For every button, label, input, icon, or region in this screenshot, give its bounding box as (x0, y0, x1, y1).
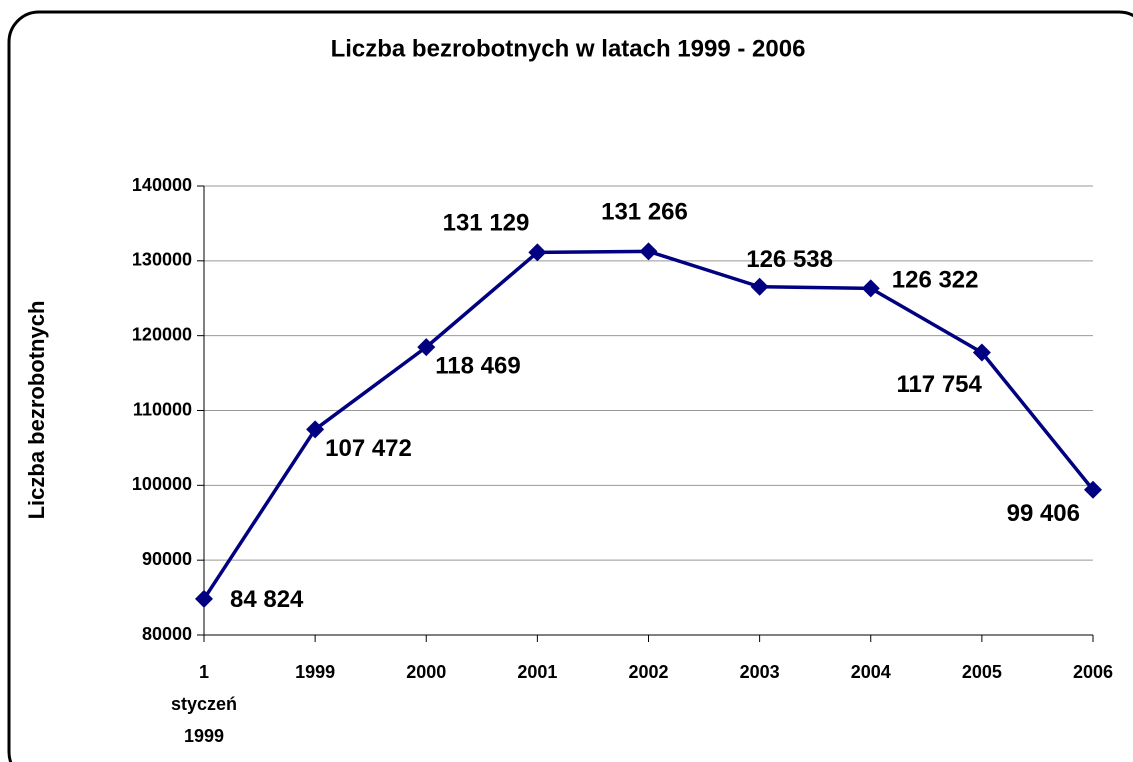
data-label: 118 469 (435, 352, 520, 379)
x-tick-label: 1999 (295, 662, 335, 682)
chart-title: Liczba bezrobotnych w latach 1999 - 2006 (331, 35, 806, 62)
y-tick-label: 90000 (142, 549, 192, 569)
y-axis-label: Liczba bezrobotnych (24, 301, 49, 520)
marker (972, 343, 991, 362)
x-tick-label: 2002 (628, 662, 668, 682)
data-label: 126 322 (892, 267, 979, 294)
marker (195, 589, 213, 608)
data-label: 107 472 (325, 435, 412, 462)
marker (1084, 480, 1102, 499)
y-tick-label: 100000 (132, 474, 192, 494)
x-tick-label: 2005 (962, 662, 1002, 682)
marker (639, 242, 658, 261)
x-tick-label: 2003 (740, 662, 780, 682)
y-tick-label: 140000 (132, 175, 192, 195)
y-tick-label: 130000 (132, 250, 192, 270)
data-label: 117 754 (896, 371, 982, 398)
y-tick-label: 110000 (133, 399, 192, 419)
data-label: 131 266 (601, 199, 688, 226)
x-tick-label: 1 styczeń 1999 (171, 662, 237, 746)
marker (528, 243, 547, 262)
data-label: 99 406 (1007, 500, 1080, 527)
x-tick-label: 2004 (851, 662, 891, 682)
marker (861, 279, 880, 298)
chart-border (7, 10, 1133, 762)
data-label: 126 538 (746, 246, 833, 273)
marker (306, 420, 325, 439)
x-tick-label: 2006 (1073, 662, 1113, 682)
x-tick-label: 2001 (517, 662, 557, 682)
data-label: 84 824 (230, 586, 304, 613)
x-tick-label: 2000 (406, 662, 446, 682)
data-label: 131 129 (443, 210, 530, 237)
y-tick-label: 120000 (132, 324, 192, 344)
y-tick-label: 80000 (142, 624, 192, 644)
marker (417, 338, 436, 357)
marker (750, 277, 769, 296)
